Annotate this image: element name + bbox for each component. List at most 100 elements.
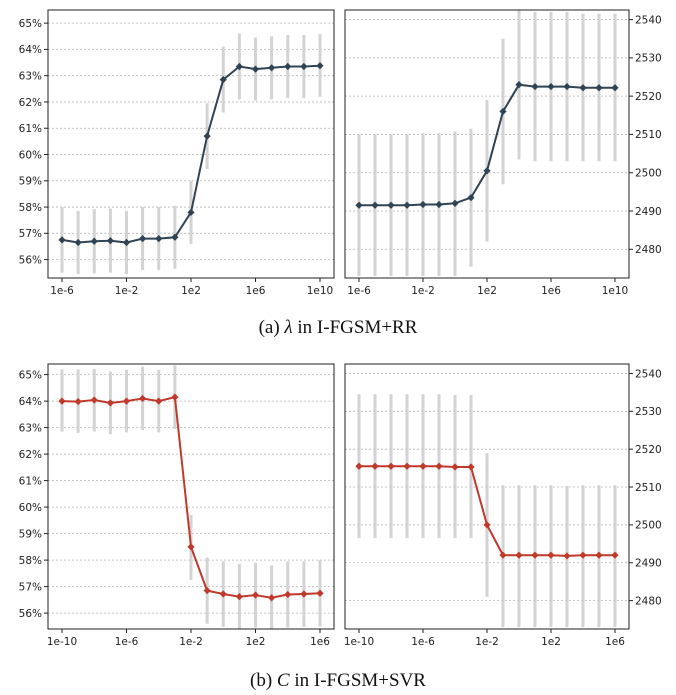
data-point [531, 82, 539, 91]
y-tick-label: 61% [19, 123, 42, 135]
data-point [579, 84, 587, 92]
data-point [467, 194, 475, 202]
y-tick-label: 65% [19, 18, 42, 30]
data-point [371, 462, 379, 470]
caption-a-prefix: (a) [259, 317, 285, 338]
data-point [316, 589, 324, 597]
y-tick-label: 2540 [635, 14, 662, 26]
y-tick-label: 2520 [635, 91, 662, 103]
x-tick-label: 1e-6 [347, 285, 371, 297]
data-point [611, 84, 619, 92]
data-point [58, 397, 66, 405]
data-point [122, 238, 131, 247]
data-point [139, 234, 147, 243]
data-point [268, 64, 276, 72]
y-tick-label: 2530 [635, 406, 662, 418]
data-point [203, 132, 211, 140]
y-tick-label: 64% [19, 44, 42, 56]
x-tick-label: 1e-6 [115, 636, 139, 648]
x-tick-label: 1e2 [477, 285, 497, 297]
y-tick-label: 62% [19, 97, 42, 109]
caption-b-symbol: C [277, 670, 290, 691]
y-tick-label: 56% [19, 608, 42, 620]
data-point [171, 233, 179, 241]
caption-b: (b) C in I-FGSM+SVR [250, 670, 426, 691]
data-point [355, 462, 363, 470]
caption-b-suffix: in I-FGSM+SVR [290, 670, 427, 691]
data-point [251, 65, 260, 73]
y-tick-label: 61% [19, 475, 42, 487]
x-tick-label: 1e2 [246, 636, 266, 648]
x-tick-label: 1e6 [310, 636, 330, 648]
x-tick-label: 1e-10 [344, 636, 374, 648]
x-tick-label: 1e-6 [411, 636, 435, 648]
data-point [563, 552, 571, 560]
data-point [284, 62, 292, 71]
y-tick-label: 58% [19, 202, 42, 214]
data-point [547, 551, 555, 559]
x-tick-label: 1e-6 [50, 285, 74, 297]
x-tick-label: 1e-2 [411, 285, 435, 297]
data-point [155, 234, 163, 243]
y-tick-label: 60% [19, 149, 42, 161]
chart-a-right: 2480 2490 2500 2510 2520 2530 2540 1e-6 1e-2 1e2 1… [344, 9, 662, 297]
y-tick-label: 2500 [635, 520, 662, 532]
data-point [219, 76, 227, 84]
data-point [595, 84, 603, 92]
data-point [139, 394, 147, 403]
data-point [371, 201, 379, 209]
data-point [74, 238, 82, 247]
x-tick-label: 1e10 [307, 285, 334, 297]
data-point [547, 82, 555, 91]
x-tick-label: 1e2 [181, 285, 201, 297]
chart-a-left: 56% 57% 58% 59% 60% 61% 62% 63% 64% 65% 1e-6 1e-2 1e… [19, 9, 335, 297]
data-point [611, 551, 619, 559]
y-tick-label: 2480 [635, 244, 662, 256]
data-point [187, 208, 195, 216]
data-point [58, 236, 66, 244]
chart-b-right: 2480 2490 2500 2510 2520 2530 2540 1e-10 1e-6 1e-… [344, 363, 662, 648]
data-point [595, 551, 603, 559]
x-tick-label: 1e6 [246, 285, 266, 297]
data-point [515, 81, 523, 89]
data-point [106, 399, 114, 407]
data-point [219, 590, 227, 598]
data-point [579, 551, 587, 559]
data-point [563, 82, 571, 91]
y-tick-label: 63% [19, 422, 42, 434]
data-point [467, 463, 475, 471]
caption-a-suffix: in I-FGSM+RR [293, 317, 418, 338]
data-point [74, 398, 82, 406]
y-tick-label: 2520 [635, 444, 662, 456]
data-point [155, 397, 163, 405]
data-point [515, 551, 523, 559]
data-point [419, 462, 427, 470]
data-point [499, 551, 507, 559]
plot-frame [47, 363, 335, 630]
x-tick-label: 1e-2 [475, 636, 499, 648]
data-point [316, 62, 324, 70]
data-point [171, 393, 179, 401]
data-point [122, 397, 131, 405]
data-point [90, 237, 98, 245]
y-tick-label: 2510 [635, 129, 662, 141]
data-point [268, 594, 276, 602]
data-point [483, 521, 491, 529]
data-point [235, 593, 243, 601]
data-point [435, 200, 443, 209]
x-tick-label: 1e6 [541, 285, 561, 297]
data-point [187, 543, 195, 551]
y-tick-label: 57% [19, 228, 42, 240]
y-tick-label: 2500 [635, 168, 662, 180]
y-tick-label: 2490 [635, 206, 662, 218]
data-point [300, 62, 308, 71]
data-point [203, 586, 211, 595]
data-point [403, 462, 411, 470]
chart-b-left: 56% 57% 58% 59% 60% 61% 62% 63% 64% 65% 1e-10 1e-6 1… [19, 363, 335, 648]
data-point [300, 590, 308, 598]
data-point [387, 462, 395, 470]
data-point [235, 62, 243, 71]
y-tick-label: 59% [19, 528, 42, 540]
data-point [403, 201, 411, 209]
